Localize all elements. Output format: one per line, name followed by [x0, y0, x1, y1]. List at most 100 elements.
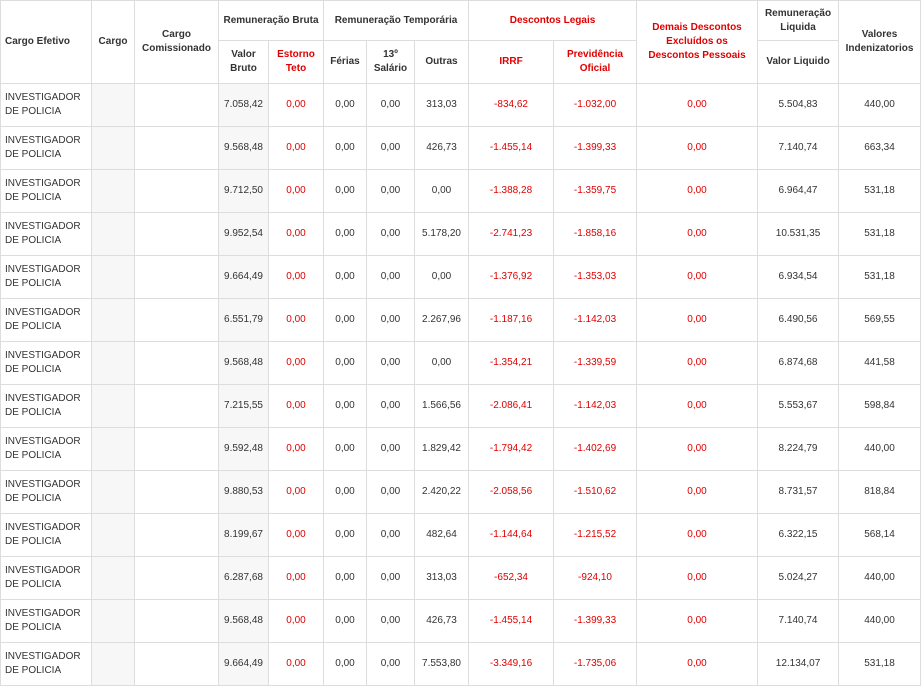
- value-cell: 0,00: [323, 83, 367, 127]
- value-cell: -1.399,33: [553, 599, 638, 643]
- value-cell: -1.354,21: [468, 341, 555, 385]
- value-cell: 569,55: [838, 298, 922, 342]
- value-cell: 10.531,35: [757, 212, 840, 256]
- value-cell: 0,00: [636, 169, 759, 213]
- value-cell: 9.664,49: [218, 255, 269, 299]
- table-row: INVESTIGADOR DE POLICIA 6.287,68 0,00 0,00 0…: [0, 556, 922, 600]
- value-cell: 441,58: [838, 341, 922, 385]
- value-cell: 5.024,27: [757, 556, 840, 600]
- value-cell: 0,00: [636, 212, 759, 256]
- header-cell: 13º Salário: [366, 40, 415, 84]
- value-cell: 440,00: [838, 556, 922, 600]
- value-cell: 7.553,80: [413, 642, 470, 686]
- value-cell: 0,00: [366, 83, 415, 127]
- value-cell: 0,00: [323, 126, 367, 170]
- header-cell: Valor Liquido: [757, 40, 840, 84]
- value-cell: 0,00: [366, 298, 415, 342]
- table-row: INVESTIGADOR DE POLICIA 9.592,48 0,00 0,00 0…: [0, 427, 922, 471]
- value-cell: 9.952,54: [218, 212, 269, 256]
- value-cell: 0,00: [636, 427, 759, 471]
- value-cell: -1.142,03: [553, 384, 638, 428]
- value-cell: 313,03: [413, 556, 470, 600]
- cargo-comissionado-cell: [134, 599, 219, 643]
- value-cell: 0,00: [323, 427, 367, 471]
- value-cell: -1.339,59: [553, 341, 638, 385]
- cargo-cell: [91, 212, 135, 256]
- table-row: INVESTIGADOR DE POLICIA 7.215,55 0,00 0,00 0…: [0, 384, 922, 428]
- value-cell: 0,00: [636, 513, 759, 557]
- value-cell: 6.964,47: [757, 169, 840, 213]
- value-cell: 0,00: [323, 470, 367, 514]
- value-cell: 531,18: [838, 642, 922, 686]
- cargo-comissionado-cell: [134, 642, 219, 686]
- value-cell: 0,00: [636, 83, 759, 127]
- value-cell: 0,00: [366, 169, 415, 213]
- cargo-cell: [91, 255, 135, 299]
- cargo-efetivo-cell: INVESTIGADOR DE POLICIA: [0, 513, 92, 557]
- cargo-cell: [91, 513, 135, 557]
- value-cell: 0,00: [413, 255, 470, 299]
- header-cell: Remuneração Bruta: [218, 0, 324, 41]
- value-cell: -1.858,16: [553, 212, 638, 256]
- cargo-comissionado-cell: [134, 384, 219, 428]
- header-cell: Previdência Oficial: [553, 40, 638, 84]
- table-row: INVESTIGADOR DE POLICIA 9.952,54 0,00 0,00 0…: [0, 212, 922, 256]
- header-cell: Cargo Comissionado: [134, 0, 219, 84]
- value-cell: 0,00: [413, 169, 470, 213]
- cargo-comissionado-cell: [134, 212, 219, 256]
- cargo-efetivo-cell: INVESTIGADOR DE POLICIA: [0, 255, 92, 299]
- cargo-comissionado-cell: [134, 341, 219, 385]
- value-cell: 1.566,56: [413, 384, 470, 428]
- value-cell: 482,64: [413, 513, 470, 557]
- value-cell: 7.058,42: [218, 83, 269, 127]
- cargo-efetivo-cell: INVESTIGADOR DE POLICIA: [0, 599, 92, 643]
- cargo-efetivo-cell: INVESTIGADOR DE POLICIA: [0, 427, 92, 471]
- value-cell: -652,34: [468, 556, 555, 600]
- cargo-comissionado-cell: [134, 298, 219, 342]
- cargo-cell: [91, 169, 135, 213]
- value-cell: 6.287,68: [218, 556, 269, 600]
- value-cell: 12.134,07: [757, 642, 840, 686]
- value-cell: 0,00: [268, 126, 324, 170]
- table-row: INVESTIGADOR DE POLICIA 6.551,79 0,00 0,00 0…: [0, 298, 922, 342]
- value-cell: 0,00: [636, 126, 759, 170]
- cargo-efetivo-cell: INVESTIGADOR DE POLICIA: [0, 212, 92, 256]
- value-cell: 6.934,54: [757, 255, 840, 299]
- value-cell: 5.553,67: [757, 384, 840, 428]
- value-cell: 7.140,74: [757, 599, 840, 643]
- value-cell: 531,18: [838, 169, 922, 213]
- header-cell: Valores Indenizatorios: [838, 0, 922, 84]
- value-cell: -1.735,06: [553, 642, 638, 686]
- value-cell: -3.349,16: [468, 642, 555, 686]
- value-cell: 0,00: [323, 255, 367, 299]
- value-cell: 0,00: [366, 470, 415, 514]
- cargo-efetivo-cell: INVESTIGADOR DE POLICIA: [0, 126, 92, 170]
- cargo-cell: [91, 298, 135, 342]
- header-cell: Cargo: [91, 0, 135, 84]
- value-cell: 0,00: [636, 556, 759, 600]
- value-cell: 9.880,53: [218, 470, 269, 514]
- value-cell: 0,00: [323, 599, 367, 643]
- value-cell: 0,00: [268, 556, 324, 600]
- cargo-cell: [91, 556, 135, 600]
- value-cell: 0,00: [268, 169, 324, 213]
- value-cell: 0,00: [413, 341, 470, 385]
- table-header: Cargo Efetivo Cargo Cargo Comissionado R…: [0, 0, 922, 84]
- table-row: INVESTIGADOR DE POLICIA 9.664,49 0,00 0,00 0…: [0, 642, 922, 686]
- value-cell: 0,00: [268, 341, 324, 385]
- value-cell: -1.215,52: [553, 513, 638, 557]
- cargo-efetivo-cell: INVESTIGADOR DE POLICIA: [0, 384, 92, 428]
- value-cell: 0,00: [268, 599, 324, 643]
- value-cell: 0,00: [366, 341, 415, 385]
- value-cell: 531,18: [838, 212, 922, 256]
- value-cell: 0,00: [366, 255, 415, 299]
- value-cell: -834,62: [468, 83, 555, 127]
- value-cell: 9.568,48: [218, 126, 269, 170]
- value-cell: -1.402,69: [553, 427, 638, 471]
- header-cell: Remuneração Liquida: [757, 0, 840, 41]
- cargo-efetivo-cell: INVESTIGADOR DE POLICIA: [0, 341, 92, 385]
- value-cell: 2.267,96: [413, 298, 470, 342]
- value-cell: 5.504,83: [757, 83, 840, 127]
- cargo-efetivo-cell: INVESTIGADOR DE POLICIA: [0, 642, 92, 686]
- value-cell: 1.829,42: [413, 427, 470, 471]
